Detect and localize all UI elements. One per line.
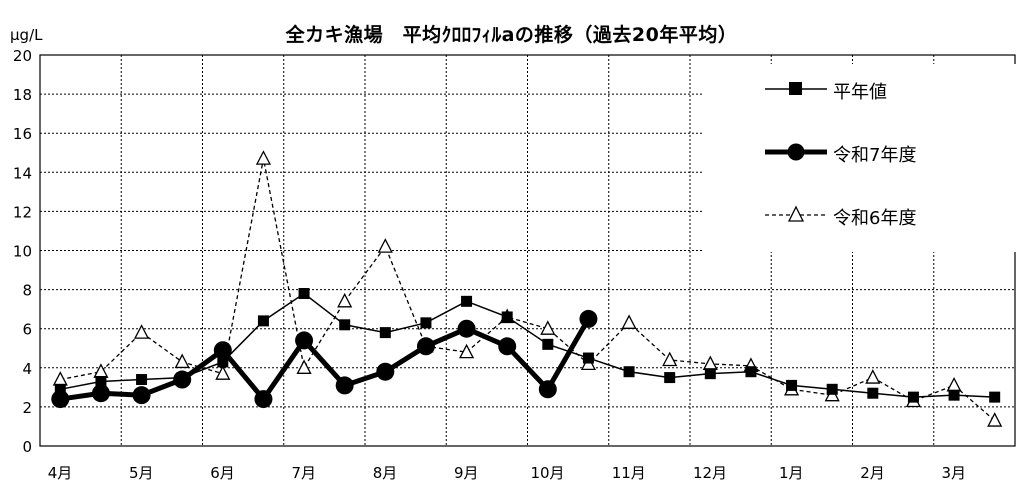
point-heinenchi bbox=[542, 338, 554, 350]
x-tick-label: 8月 bbox=[373, 464, 398, 482]
point-heinenchi bbox=[826, 383, 838, 395]
y-tick-label: 16 bbox=[13, 125, 32, 143]
point-reiwa7 bbox=[213, 341, 232, 360]
point-heinenchi bbox=[704, 368, 716, 380]
y-tick-label: 0 bbox=[22, 438, 32, 456]
chart-title: 全カキ漁場 平均ｸﾛﾛﾌｨﾙaの推移（過去20年平均） bbox=[285, 24, 738, 46]
point-reiwa6 bbox=[52, 371, 68, 386]
point-reiwa7 bbox=[579, 309, 598, 328]
point-heinenchi bbox=[339, 319, 351, 331]
point-reiwa6 bbox=[540, 320, 556, 335]
series-line-reiwa6 bbox=[60, 158, 996, 422]
point-reiwa6 bbox=[93, 363, 109, 378]
point-heinenchi bbox=[298, 288, 310, 300]
point-reiwa6 bbox=[296, 359, 312, 374]
legend-item-heinenchi: 平年値 bbox=[703, 74, 1019, 104]
x-tick-label: 1月 bbox=[779, 464, 804, 482]
y-tick-label: 4 bbox=[22, 360, 32, 378]
x-tick-label: 6月 bbox=[210, 464, 235, 482]
point-heinenchi bbox=[907, 391, 919, 403]
x-tick-label: 12月 bbox=[693, 464, 727, 482]
legend-label-reiwa7: 令和7年度 bbox=[833, 145, 917, 166]
legend-label-reiwa6: 令和6年度 bbox=[833, 208, 917, 229]
x-tick-label: 2月 bbox=[860, 464, 885, 482]
point-heinenchi bbox=[95, 375, 107, 387]
legend-swatch-reiwa7 bbox=[765, 143, 827, 161]
series-line-heinenchi bbox=[60, 292, 995, 398]
legend-item-reiwa6: 令和6年度 bbox=[703, 200, 1019, 230]
point-heinenchi bbox=[623, 366, 635, 378]
x-tick-label: 7月 bbox=[291, 464, 316, 482]
point-reiwa7 bbox=[376, 362, 395, 381]
y-axis-unit-label: μg/L bbox=[10, 26, 43, 44]
point-reiwa7 bbox=[335, 376, 354, 395]
point-heinenchi bbox=[379, 327, 391, 339]
point-heinenchi bbox=[420, 317, 432, 329]
legend-label-heinenchi: 平年値 bbox=[833, 82, 887, 103]
point-heinenchi bbox=[745, 366, 757, 378]
legend-swatch-heinenchi bbox=[765, 82, 827, 95]
x-tick-label: 10月 bbox=[530, 464, 564, 482]
point-reiwa6 bbox=[255, 150, 272, 165]
point-reiwa6 bbox=[865, 369, 881, 384]
point-reiwa6 bbox=[987, 412, 1003, 427]
point-reiwa7 bbox=[416, 337, 435, 356]
point-reiwa6 bbox=[337, 292, 353, 308]
point-reiwa7 bbox=[498, 337, 517, 356]
y-tick-label: 6 bbox=[22, 321, 32, 339]
x-tick-label: 4月 bbox=[48, 464, 73, 482]
point-reiwa7 bbox=[91, 384, 110, 403]
x-tick-label: 11月 bbox=[612, 464, 646, 482]
y-tick-label: 18 bbox=[13, 86, 32, 104]
y-tick-label: 8 bbox=[22, 282, 32, 300]
point-reiwa7 bbox=[538, 380, 557, 399]
point-reiwa6 bbox=[215, 365, 231, 380]
point-heinenchi bbox=[948, 389, 960, 401]
point-reiwa6 bbox=[946, 376, 962, 392]
point-reiwa7 bbox=[173, 370, 192, 389]
point-reiwa6 bbox=[458, 343, 475, 359]
point-heinenchi bbox=[257, 315, 269, 327]
x-tick-label: 3月 bbox=[941, 464, 966, 482]
legend-item-reiwa7: 令和7年度 bbox=[703, 137, 1019, 167]
y-tick-label: 14 bbox=[13, 164, 32, 182]
point-heinenchi bbox=[867, 387, 879, 399]
legend-swatch-reiwa6 bbox=[765, 205, 827, 222]
point-heinenchi bbox=[54, 383, 66, 395]
point-heinenchi bbox=[664, 372, 676, 384]
point-reiwa7 bbox=[254, 390, 273, 409]
x-tick-label: 9月 bbox=[454, 464, 479, 482]
point-heinenchi bbox=[136, 374, 148, 386]
legend: 平年値 令和7年度 令和6年度 bbox=[703, 64, 1019, 252]
point-reiwa6 bbox=[133, 324, 150, 339]
point-reiwa7 bbox=[51, 390, 70, 409]
point-reiwa6 bbox=[621, 314, 637, 329]
point-reiwa6 bbox=[174, 353, 190, 369]
point-reiwa7 bbox=[457, 319, 476, 338]
point-heinenchi bbox=[501, 311, 513, 323]
point-reiwa6 bbox=[702, 355, 718, 371]
y-tick-label: 20 bbox=[13, 47, 32, 65]
y-tick-label: 2 bbox=[22, 399, 32, 417]
point-heinenchi bbox=[989, 391, 1001, 403]
point-heinenchi bbox=[582, 352, 594, 364]
y-tick-label: 10 bbox=[13, 243, 32, 261]
point-heinenchi bbox=[786, 379, 798, 391]
y-tick-label: 12 bbox=[13, 203, 32, 221]
point-reiwa7 bbox=[132, 386, 151, 405]
point-reiwa7 bbox=[295, 331, 314, 350]
x-tick-label: 5月 bbox=[129, 464, 154, 482]
point-reiwa6 bbox=[377, 238, 393, 253]
point-heinenchi bbox=[461, 295, 473, 307]
point-heinenchi bbox=[217, 356, 229, 368]
point-reiwa6 bbox=[662, 351, 678, 367]
